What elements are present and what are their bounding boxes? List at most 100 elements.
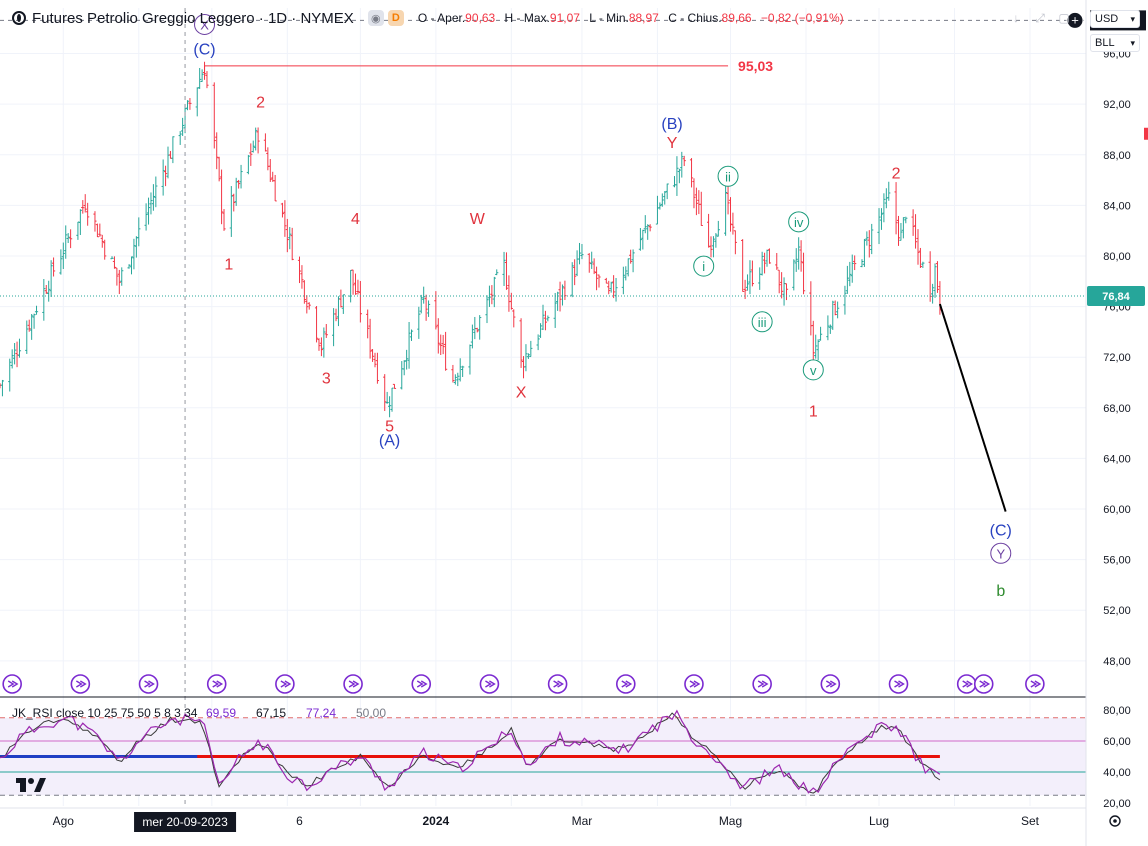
event-icon-glyph xyxy=(962,680,974,688)
rsi-tick-label: 20,00 xyxy=(1103,798,1131,810)
wave-label: Y xyxy=(667,135,678,152)
event-icon-glyph xyxy=(689,680,701,688)
wave-label: W xyxy=(470,211,486,228)
event-icon-glyph xyxy=(212,680,224,688)
wave-label-circle xyxy=(802,359,824,381)
wave-label: 1 xyxy=(809,403,818,420)
wave-label: i xyxy=(702,259,705,274)
event-icon-glyph xyxy=(825,680,837,688)
time-tick-label: 2024 xyxy=(423,814,450,828)
event-icon-glyph xyxy=(280,680,292,688)
wave-label: ii xyxy=(725,169,731,184)
wave-label: iii xyxy=(758,315,767,330)
add-level-glyph: + xyxy=(1071,12,1079,27)
wave-label-circle xyxy=(717,165,739,187)
rsi-legend-value: 50,00 xyxy=(356,706,386,720)
wave-label-circle xyxy=(693,255,715,277)
crosshair-date-label: mer 20-09-2023 xyxy=(142,815,228,829)
event-icon-glyph xyxy=(979,680,991,688)
current-price-badge xyxy=(1087,285,1145,306)
settings-icon-center xyxy=(1113,819,1117,823)
wave-label: (B) xyxy=(661,116,682,133)
time-tick-label: Set xyxy=(1021,814,1040,828)
price-tick-label: 92,00 xyxy=(1103,99,1131,111)
rsi-legend: JK_RSI close 10 25 75 50 5 8 3 34 xyxy=(12,706,198,720)
wave-label: (A) xyxy=(379,432,400,449)
rsi-legend-value: 67,15 xyxy=(256,706,286,720)
event-icon-glyph xyxy=(553,680,564,688)
price-tick-label: 64,00 xyxy=(1103,453,1131,465)
ohlc-values: O - Aper.90,63 H - Max.91,07 L - Min.88,… xyxy=(418,11,844,25)
logo-part xyxy=(28,778,34,784)
arrow-down-icon[interactable]: ↓ xyxy=(1013,11,1019,25)
wave-label: (C) xyxy=(990,522,1012,539)
unit-label: BLL xyxy=(1095,37,1115,49)
rsi-signal-line xyxy=(0,712,941,794)
price-tick-label: 56,00 xyxy=(1103,555,1131,567)
price-tick-label: 48,00 xyxy=(1103,656,1131,668)
price-axis-bg xyxy=(1086,0,1148,846)
add-level-icon xyxy=(1066,11,1084,29)
logo-part xyxy=(34,778,46,792)
price-tick-label: 88,00 xyxy=(1103,150,1131,162)
price-tick-label: 60,00 xyxy=(1103,504,1131,516)
square-icon[interactable]: ▢ xyxy=(1058,11,1070,25)
event-icon-glyph xyxy=(757,680,769,688)
time-tick-label: Ago xyxy=(53,814,75,828)
time-tick-label: Mag xyxy=(719,814,742,828)
wave-label: 5 xyxy=(385,419,394,436)
wave-label-circle xyxy=(788,211,810,233)
current-price-label: 76,84 xyxy=(1102,291,1130,303)
currency-label: USD xyxy=(1095,13,1119,25)
rsi-tick-label: 60,00 xyxy=(1103,736,1131,748)
candles-group xyxy=(0,61,942,418)
event-icon-glyph xyxy=(144,680,155,688)
high-label: H - Max. xyxy=(504,11,550,25)
wave-label: (C) xyxy=(193,41,215,58)
level-label: 95,03 xyxy=(738,58,773,74)
wave-label: X xyxy=(516,384,527,401)
open-label: O - Aper. xyxy=(417,11,466,25)
event-icon-glyph xyxy=(416,680,428,688)
event-icon-glyph xyxy=(894,680,905,688)
close-label: C - Chius. xyxy=(668,11,722,25)
price-tick-label: 72,00 xyxy=(1103,352,1131,364)
price-tick-label: 84,00 xyxy=(1103,200,1131,212)
symbol-title[interactable]: Futures Petrolio Greggio Leggero · 1D · … xyxy=(32,9,354,27)
chevron-down-icon: ▾ xyxy=(1130,13,1135,24)
legend-header: Futures Petrolio Greggio Leggero · 1D · … xyxy=(0,0,1086,36)
wave-label: b xyxy=(996,583,1005,600)
visibility-icon[interactable]: ◉ xyxy=(367,10,384,26)
expand-icon[interactable]: ⤢ xyxy=(1035,10,1045,25)
event-icon-glyph xyxy=(621,680,633,688)
event-icon-glyph xyxy=(485,680,496,688)
alert-marker xyxy=(1144,127,1148,140)
rsi-line xyxy=(0,709,941,794)
delayed-data-badge[interactable]: D xyxy=(387,10,404,26)
rsi-tick-label: 40,00 xyxy=(1103,767,1131,779)
event-icon-glyph xyxy=(75,680,87,688)
rsi-legend-value: 77,24 xyxy=(306,706,336,720)
wave-label-circle xyxy=(990,542,1012,564)
settings-icon xyxy=(1109,815,1121,827)
currency-select[interactable]: USD ▾ xyxy=(1090,10,1140,28)
event-icon-glyph xyxy=(348,680,360,688)
wave-label: 2 xyxy=(256,95,265,112)
open-value: 90,63 xyxy=(465,11,496,25)
chevron-down-icon: ▾ xyxy=(1130,37,1135,48)
wave-label: 1 xyxy=(224,257,233,274)
wave-label: iv xyxy=(794,215,804,230)
event-icon-glyph xyxy=(1030,680,1042,688)
close-value: 89,66 xyxy=(721,11,752,25)
change-value: −0,82 (−0,91%) xyxy=(760,11,844,25)
price-tick-label: 52,00 xyxy=(1103,605,1131,617)
unit-select[interactable]: BLL ▾ xyxy=(1090,34,1140,52)
tradingview-logo xyxy=(16,778,46,792)
wave-label: X xyxy=(200,17,209,32)
event-icon-glyph xyxy=(7,680,19,688)
wave-label-circle xyxy=(194,13,216,35)
rsi-tick-label: 80,00 xyxy=(1103,705,1131,717)
time-tick-label: 6 xyxy=(296,814,303,828)
wave-label-circle xyxy=(751,311,773,333)
